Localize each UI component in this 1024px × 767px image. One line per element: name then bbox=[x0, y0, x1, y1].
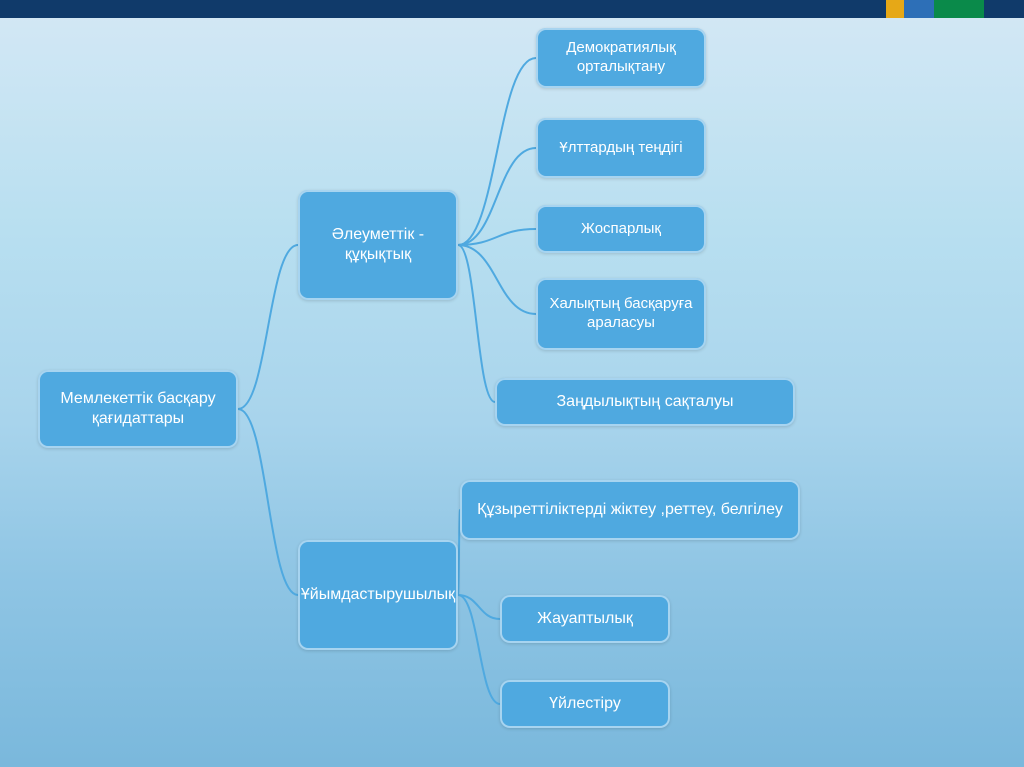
node-cat1: Әлеуметтік - құқықтық bbox=[298, 190, 458, 300]
node-cat2: Ұйымдастырушылық bbox=[298, 540, 458, 650]
node-label: Ұйымдастырушылық bbox=[301, 585, 455, 605]
node-a3: Жоспарлық bbox=[536, 205, 706, 253]
node-label: Жоспарлық bbox=[581, 220, 661, 239]
node-root: Мемлекеттік басқару қағидаттары bbox=[38, 370, 238, 448]
node-label: Халықтың басқаруға араласуы bbox=[546, 295, 696, 333]
accent-yellow bbox=[886, 0, 904, 18]
node-b2: Жауаптылық bbox=[500, 595, 670, 643]
node-label: Ұлттардың теңдігі bbox=[559, 139, 682, 158]
accent-navy bbox=[984, 0, 1024, 18]
node-a2: Ұлттардың теңдігі bbox=[536, 118, 706, 178]
node-label: Мемлекеттік басқару қағидаттары bbox=[48, 389, 228, 429]
node-a1: Демократиялық орталықтану bbox=[536, 28, 706, 88]
accent-blue bbox=[904, 0, 934, 18]
node-a5: Заңдылықтың сақталуы bbox=[495, 378, 795, 426]
top-accent-bar bbox=[0, 0, 1024, 18]
node-label: Демократиялық орталықтану bbox=[546, 39, 696, 77]
node-a4: Халықтың басқаруға араласуы bbox=[536, 278, 706, 350]
node-label: Үйлестіру bbox=[549, 694, 621, 714]
node-label: Әлеуметтік - құқықтық bbox=[308, 225, 448, 265]
node-b3: Үйлестіру bbox=[500, 680, 670, 728]
accent-green bbox=[934, 0, 984, 18]
node-label: Құзыреттіліктерді жіктеу ,реттеу, белгіл… bbox=[477, 500, 783, 520]
node-label: Заңдылықтың сақталуы bbox=[557, 392, 734, 412]
diagram-stage: Мемлекеттік басқару қағидаттары Әлеуметт… bbox=[0, 0, 1024, 767]
node-label: Жауаптылық bbox=[537, 609, 633, 629]
node-b1: Құзыреттіліктерді жіктеу ,реттеу, белгіл… bbox=[460, 480, 800, 540]
